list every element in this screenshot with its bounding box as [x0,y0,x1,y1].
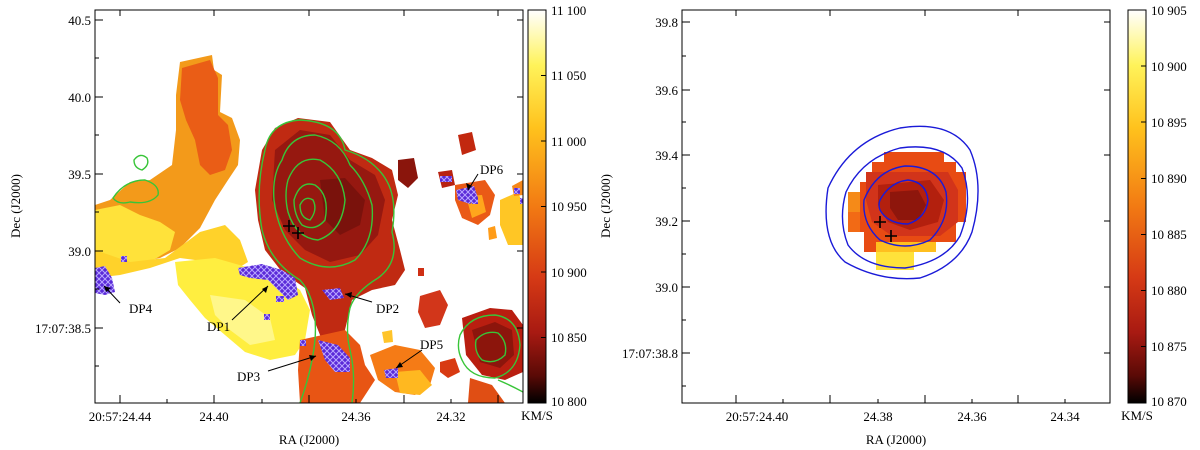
dp-markers [95,176,523,378]
left-xtick-2: 24.40 [199,409,228,424]
label-dp4: DP4 [129,301,153,316]
left-xtick-1: 20:57:24.44 [89,409,152,424]
right-ytick-2: 39.6 [655,83,678,98]
left-plus-markers [283,220,304,239]
right-ytick-1: 39.8 [655,15,678,30]
right-cbar-tick-4: 10 890 [1151,171,1187,186]
left-cbar-unit: KM/S [521,408,553,423]
left-ylabel: Dec (J2000) [8,174,23,238]
left-xtick-3: 24.36 [341,409,371,424]
right-cbar-tick-7: 10 875 [1151,339,1187,354]
left-velocity-field [95,55,523,403]
left-colorbar [527,9,547,404]
left-tick-marks [95,10,523,403]
left-cbar-tick-4: 10 950 [551,199,587,214]
left-cbar-tick-1: 11 100 [551,3,586,18]
right-velocity-field [825,125,979,280]
label-dp2: DP2 [376,301,399,316]
right-ylabel: Dec (J2000) [598,174,613,238]
left-ytick-2: 40.0 [68,90,91,105]
right-tick-marks [682,10,1110,403]
right-xtick-4: 24.34 [1050,409,1080,424]
right-cbar-tick-5: 10 885 [1151,227,1187,242]
right-cbar-unit: KM/S [1121,408,1153,423]
left-cbar-tick-3: 11 000 [551,134,586,149]
right-xtick-2: 24.38 [863,409,892,424]
right-ytick-5: 39.0 [655,280,678,295]
label-dp5: DP5 [420,337,443,352]
right-colorbar [1127,9,1147,404]
right-ytick-3: 39.4 [655,148,678,163]
left-cbar-tick-6: 10 850 [551,330,587,345]
left-cbar-tick-7: 10 800 [551,394,587,409]
label-dp3: DP3 [237,369,260,384]
right-xtick-3: 24.36 [957,409,987,424]
label-dp6: DP6 [480,162,504,177]
left-xtick-4: 24.32 [436,409,465,424]
right-cbar-tick-2: 10 900 [1151,59,1187,74]
blue-contours [825,125,979,280]
left-ytick-1: 40.5 [68,13,91,28]
right-cbar-tick-6: 10 880 [1151,283,1187,298]
left-map: DP6 DP4 DP2 DP1 DP5 DP3 [94,9,524,404]
left-cbar-tick-5: 10 900 [551,265,587,280]
right-xtick-1: 20:57:24.40 [726,409,788,424]
right-plus-markers [874,216,897,242]
left-ytick-4: 39.0 [68,244,91,259]
right-map [681,9,1111,404]
left-xlabel: RA (J2000) [279,432,339,447]
right-cbar-tick-3: 10 895 [1151,115,1187,130]
right-cbar-tick-8: 10 870 [1151,394,1187,409]
left-ytick-5: 17:07:38.5 [35,321,91,336]
right-xlabel: RA (J2000) [866,432,926,447]
left-ytick-3: 39.5 [68,167,91,182]
label-dp1: DP1 [207,319,230,334]
right-cbar-tick-1: 10 905 [1151,3,1187,18]
right-ytick-6: 17:07:38.8 [622,346,678,361]
right-ytick-4: 39.2 [655,214,678,229]
left-cbar-tick-2: 11 050 [551,68,586,83]
